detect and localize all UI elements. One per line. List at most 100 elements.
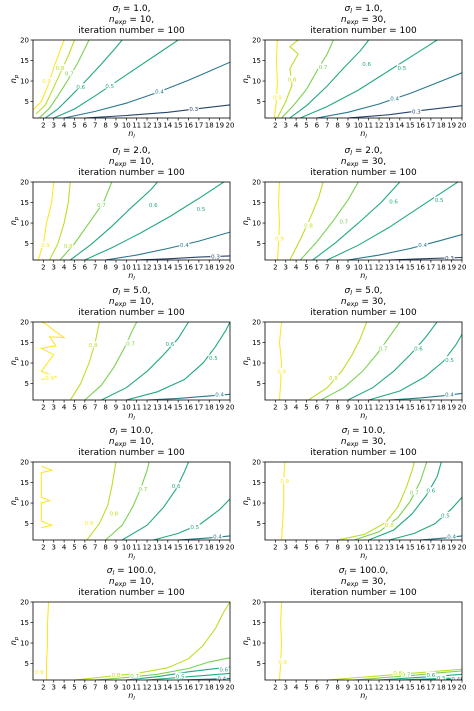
x-tick-label: 14 bbox=[395, 544, 404, 552]
contour-label-bg bbox=[361, 60, 372, 67]
contour-label-0.8: 0.8 bbox=[109, 512, 118, 518]
contour-label-0.7: 0.7 bbox=[126, 341, 135, 347]
contour-label-bg bbox=[446, 533, 457, 540]
x-tick-label: 2 bbox=[273, 684, 277, 692]
x-tick-label: 14 bbox=[163, 684, 172, 692]
panel-title-line-3: iteration number = 100 bbox=[310, 308, 417, 318]
contour-panel-1: σl = 1.0,nexp = 10,iteration number = 10… bbox=[9, 4, 234, 140]
x-tick-label: 18 bbox=[437, 684, 446, 692]
y-tick-label: 20 bbox=[252, 599, 261, 607]
x-tick-label: 17 bbox=[194, 544, 203, 552]
contour-label-bg bbox=[195, 205, 206, 212]
contour-label-bg bbox=[436, 674, 447, 680]
x-tick-label: 16 bbox=[184, 684, 193, 692]
contour-line-0.6 bbox=[289, 40, 370, 118]
x-tick-label: 11 bbox=[132, 264, 141, 272]
x-tick-label: 8 bbox=[335, 122, 339, 130]
x-tick-label: 10 bbox=[354, 404, 363, 412]
x-axis-label: nl bbox=[360, 551, 367, 562]
x-axis-label: nl bbox=[360, 271, 367, 282]
contour-panel-5: σl = 5.0,nexp = 10,iteration number = 10… bbox=[9, 286, 234, 422]
x-tick-label: 2 bbox=[41, 544, 45, 552]
x-tick-label: 12 bbox=[375, 404, 384, 412]
x-tick-label: 5 bbox=[304, 264, 308, 272]
contour-label-0.8: 0.8 bbox=[329, 376, 338, 382]
x-tick-label: 15 bbox=[174, 404, 183, 412]
y-tick-label: 10 bbox=[252, 640, 261, 648]
y-tick-label: 15 bbox=[20, 339, 29, 347]
contour-line-0.7 bbox=[105, 462, 150, 540]
x-tick-label: 5 bbox=[304, 684, 308, 692]
contour-label-bg bbox=[189, 523, 200, 530]
contour-label-0.6: 0.6 bbox=[149, 203, 158, 209]
contour-label-0.5: 0.5 bbox=[105, 84, 114, 90]
x-tick-label: 2 bbox=[273, 404, 277, 412]
x-tick-label: 7 bbox=[325, 264, 329, 272]
x-tick-label: 12 bbox=[143, 684, 152, 692]
panel-title-line-1: σl = 100.0, bbox=[107, 566, 156, 577]
contour-panel-10: σl = 100.0,nexp = 30,iteration number = … bbox=[241, 566, 466, 702]
x-axis-label: nl bbox=[360, 691, 367, 702]
x-tick-label: 10 bbox=[122, 684, 131, 692]
x-tick-label: 20 bbox=[226, 544, 235, 552]
x-tick-label: 8 bbox=[103, 684, 107, 692]
x-tick-label: 11 bbox=[364, 544, 373, 552]
y-tick-label: 5 bbox=[257, 380, 261, 388]
contour-line-0.6 bbox=[312, 182, 401, 260]
panel-title-line-2: nexp = 30, bbox=[341, 297, 386, 308]
contour-lines: 0.3 0.4 0.5 0.6 0.7 0.8 0.9 bbox=[272, 40, 462, 118]
contour-line-0.6 bbox=[347, 322, 438, 400]
x-tick-label: 9 bbox=[114, 122, 118, 130]
contour-label-0.7: 0.7 bbox=[97, 203, 106, 209]
y-tick-label: 20 bbox=[20, 37, 29, 45]
y-tick-label: 20 bbox=[20, 319, 29, 327]
y-tick-label: 10 bbox=[252, 360, 261, 368]
x-tick-label: 13 bbox=[385, 684, 394, 692]
x-tick-label: 6 bbox=[83, 684, 88, 692]
x-tick-label: 10 bbox=[354, 264, 363, 272]
contour-label-bg bbox=[286, 75, 297, 82]
contour-label-0.8: 0.8 bbox=[64, 244, 73, 250]
panel-title-line-1: σl = 1.0, bbox=[345, 4, 383, 15]
contour-label-bg bbox=[444, 390, 455, 397]
contour-label-bg bbox=[154, 88, 165, 95]
panel-title-line-1: σl = 2.0, bbox=[113, 146, 151, 157]
x-tick-label: 20 bbox=[458, 404, 467, 412]
x-tick-label: 18 bbox=[437, 122, 446, 130]
x-tick-label: 17 bbox=[194, 684, 203, 692]
x-tick-label: 16 bbox=[416, 544, 425, 552]
x-tick-label: 13 bbox=[153, 264, 162, 272]
x-tick-label: 19 bbox=[215, 684, 224, 692]
x-tick-label: 19 bbox=[215, 264, 224, 272]
contour-label-bg bbox=[417, 241, 428, 248]
contour-label-bg bbox=[396, 64, 407, 71]
y-tick-label: 20 bbox=[20, 179, 29, 187]
contour-line-0.7 bbox=[38, 40, 90, 118]
x-tick-label: 8 bbox=[335, 684, 339, 692]
x-tick-label: 4 bbox=[62, 404, 67, 412]
y-tick-label: 15 bbox=[252, 479, 261, 487]
x-tick-label: 9 bbox=[114, 264, 118, 272]
x-tick-label: 2 bbox=[41, 122, 45, 130]
x-tick-label: 9 bbox=[114, 684, 118, 692]
x-tick-label: 14 bbox=[395, 684, 404, 692]
contour-line-0.6 bbox=[126, 666, 230, 680]
contour-line-0.4 bbox=[63, 61, 230, 118]
y-tick-label: 10 bbox=[20, 500, 29, 508]
contour-label-bg bbox=[384, 521, 395, 528]
contour-line-0.8 bbox=[289, 182, 324, 260]
x-tick-label: 8 bbox=[103, 544, 107, 552]
x-tick-label: 14 bbox=[395, 264, 404, 272]
x-tick-label: 20 bbox=[226, 684, 235, 692]
x-tick-label: 18 bbox=[437, 404, 446, 412]
contour-label-0.9: 0.9 bbox=[42, 79, 51, 85]
x-tick-label: 11 bbox=[364, 404, 373, 412]
contour-label-bg bbox=[444, 356, 455, 363]
y-tick-label: 15 bbox=[20, 479, 29, 487]
plot-frame bbox=[264, 321, 463, 401]
y-tick-label: 15 bbox=[20, 619, 29, 627]
x-tick-label: 19 bbox=[215, 404, 224, 412]
contour-label-bg bbox=[218, 665, 229, 672]
x-tick-label: 11 bbox=[364, 122, 373, 130]
contour-label-bg bbox=[137, 485, 148, 492]
